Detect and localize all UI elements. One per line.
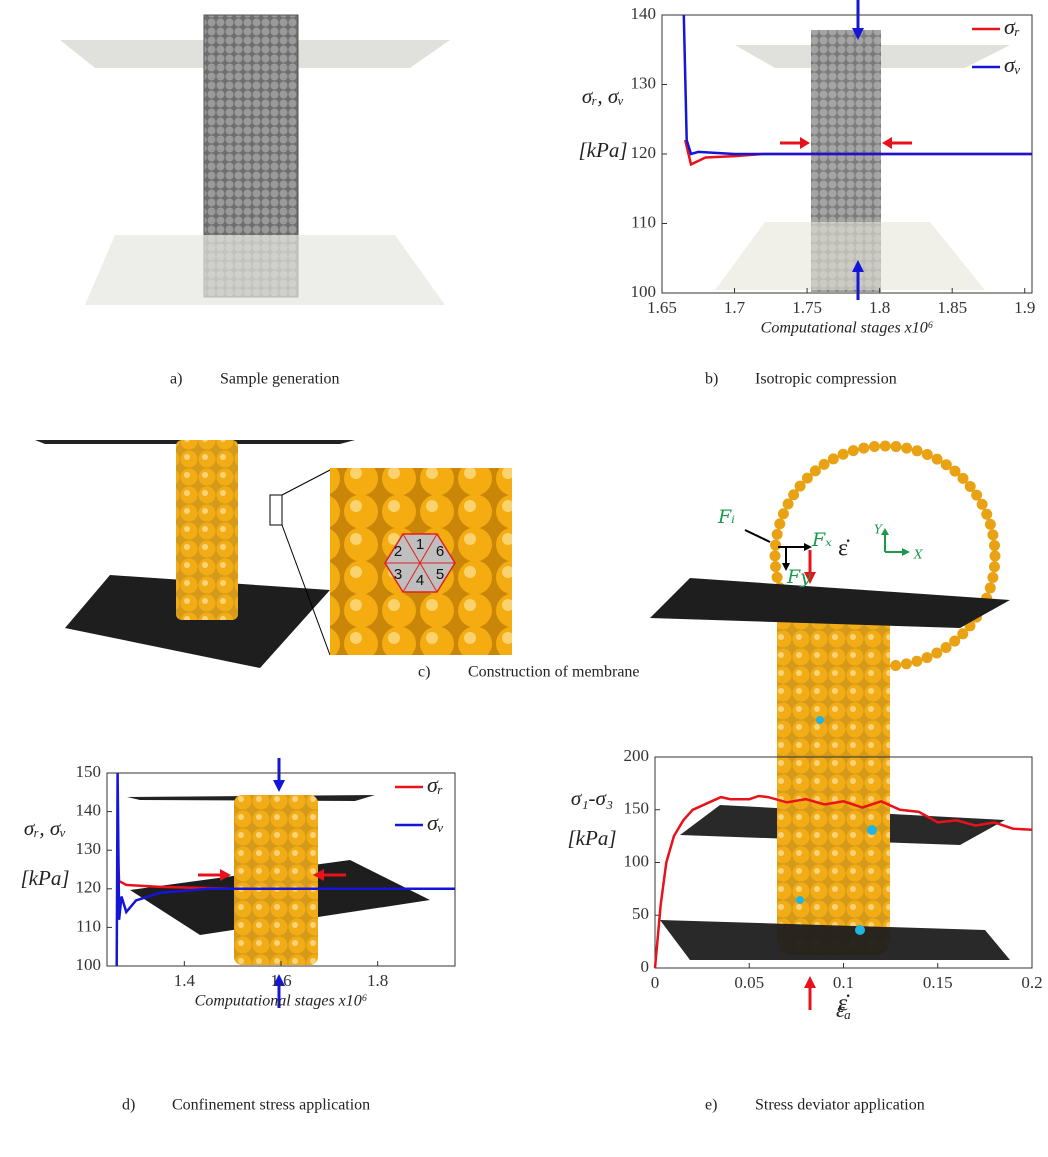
x-tick-label: 1.8 [367,971,388,990]
x-tick-label: 1.75 [792,298,822,317]
x-tick-label: 1.4 [174,971,196,990]
x-tick-label: 1.6 [270,971,291,990]
y-tick-label: 140 [631,4,657,23]
caption-text: Sample generation [220,371,340,388]
force-label: Fₓ [811,529,832,551]
y-axis-label: σᵣ, σᵥ [582,84,624,108]
x-tick-label: 1.65 [647,298,677,317]
y-axis-label: σᵣ, σᵥ [24,816,66,840]
y-tick-label: 120 [631,143,657,162]
figure: 2 1 6 3 4 5 Fᵢ Fₓ Fy Y X 100 110 120 130 140… [0,0,1048,1152]
x-tick-label: 1.8 [869,298,890,317]
sample-image [60,15,450,305]
y-tick-label: 150 [624,799,650,818]
x-tick-label: 0.15 [923,973,953,992]
legend-label: σᵣ [427,772,443,797]
y-tick-label: 100 [76,955,102,974]
caption-text: Confinement stress application [172,1097,370,1114]
legend-label: σᵣ [1004,14,1020,39]
x-tick-label: 0.05 [734,973,764,992]
y-axis-label: [kPa] [579,138,628,162]
cell-number: 6 [436,543,444,560]
legend-label: σᵥ [1004,52,1021,77]
axis-label: X [913,548,923,562]
x-tick-label: 0 [651,973,660,992]
y-tick-label: 200 [624,746,650,765]
caption-label: b) [705,371,718,388]
force-label: Fᵢ [717,506,735,528]
annotation: ε̇ [838,536,850,562]
y-axis-label: σ₁-σ₃ [571,786,613,810]
deviator-image [650,550,1010,1010]
y-axis-label: [kPa] [568,826,617,850]
caption-text: Construction of membrane [468,664,640,681]
cell-number: 4 [416,572,424,589]
y-tick-label: 110 [76,916,101,935]
x-axis-label: Computational stages x10⁶ [761,320,934,337]
x-tick-label: 1.7 [724,298,746,317]
y-tick-label: 150 [76,762,102,781]
x-tick-label: 0.1 [833,973,854,992]
legend-label: σᵥ [427,810,444,835]
y-tick-label: 120 [76,878,102,897]
caption-text: Isotropic compression [755,371,897,388]
x-tick-label: 1.85 [937,298,967,317]
axis-label: Y [874,523,883,537]
y-tick-label: 130 [631,73,657,92]
force-label: Fy [786,566,811,588]
y-axis-label: [kPa] [21,866,70,890]
y-tick-label: 140 [76,801,102,820]
cell-number: 1 [416,536,424,553]
cell-number: 2 [394,543,402,560]
cell-number: 3 [394,566,402,583]
caption-label: c) [418,664,430,681]
x-tick-label: 1.9 [1014,298,1035,317]
caption-text: Stress deviator application [755,1097,925,1114]
x-axis-label: Computational stages x10⁶ [195,993,368,1010]
caption-label: a) [170,371,182,388]
cell-number: 5 [436,566,444,583]
caption-label: e) [705,1097,717,1114]
x-tick-label: 0.2 [1021,973,1042,992]
caption-label: d) [122,1097,135,1114]
y-tick-label: 0 [641,957,650,976]
y-tick-label: 100 [624,851,650,870]
y-tick-label: 110 [631,212,656,231]
compression-image [715,0,1010,300]
y-tick-label: 50 [632,904,649,923]
y-tick-label: 130 [76,839,102,858]
